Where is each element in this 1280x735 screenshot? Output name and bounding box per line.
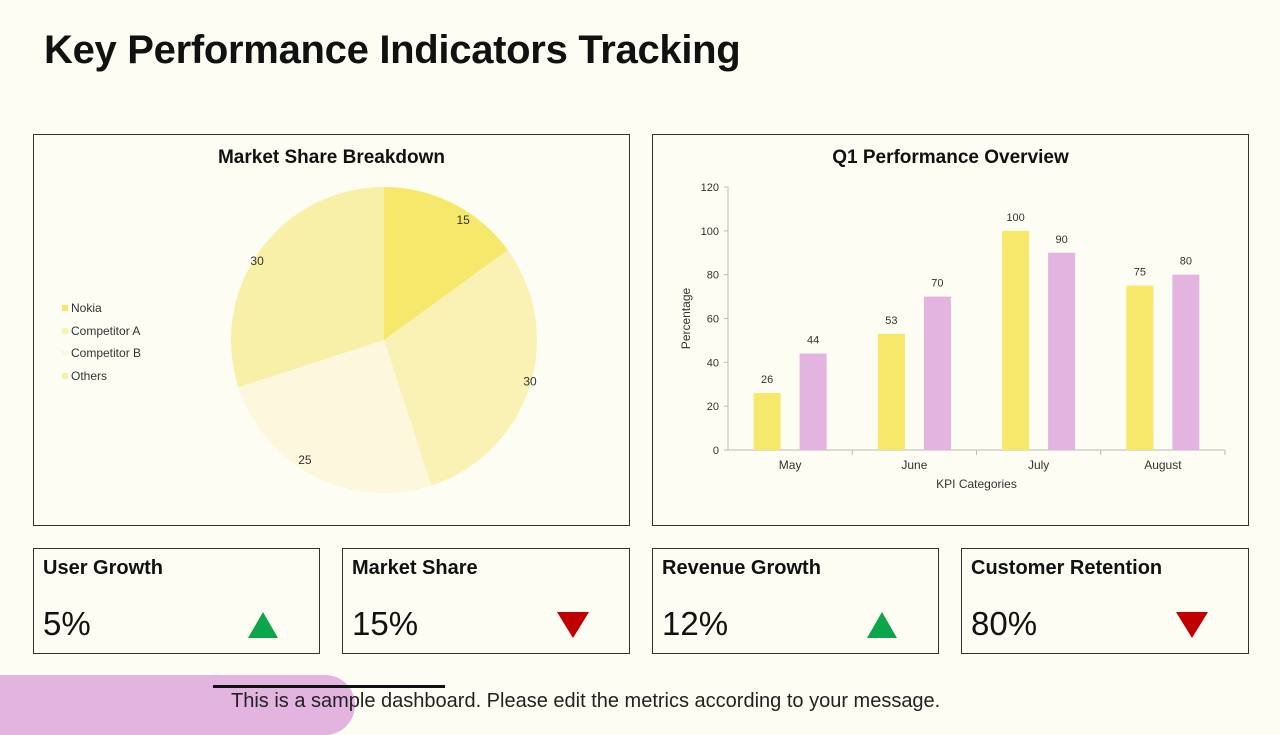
pie-chart-title: Market Share Breakdown	[217, 147, 446, 168]
footer-divider	[213, 685, 445, 688]
bar	[1002, 230, 1030, 450]
kpi-card-revenue-growth: Revenue Growth 12%	[652, 548, 939, 654]
kpi-card-customer-retention: Customer Retention 80%	[961, 548, 1249, 654]
legend-item: Competitor B	[62, 342, 141, 365]
trend-up-icon	[248, 612, 278, 638]
pie-data-label: 15	[456, 213, 470, 227]
pie-data-label: 30	[523, 375, 537, 389]
bar-data-label: 75	[1134, 267, 1146, 279]
kpi-label: Market Share	[352, 557, 478, 579]
y-tick-label: 100	[701, 226, 719, 238]
bar	[1048, 252, 1076, 450]
kpi-value: 15%	[352, 605, 419, 642]
pie-chart: 15 30 25 30	[231, 187, 537, 493]
bar-data-label: 80	[1180, 256, 1192, 268]
x-tick-label: August	[1144, 458, 1182, 472]
legend-item: Others	[62, 365, 141, 388]
legend-swatch	[62, 350, 68, 357]
legend-label: Competitor A	[71, 323, 141, 338]
x-axis-label: KPI Categories	[936, 477, 1017, 491]
kpi-value: 5%	[43, 605, 91, 642]
x-tick-label: May	[779, 458, 802, 472]
trend-up-icon	[867, 612, 897, 638]
pie-slice	[238, 340, 432, 493]
legend-swatch	[62, 327, 68, 334]
bar-data-label: 90	[1056, 234, 1068, 246]
legend-swatch	[62, 305, 68, 312]
bar-data-label: 44	[807, 335, 819, 347]
legend-label: Nokia	[71, 301, 102, 316]
legend-label: Competitor B	[71, 346, 142, 361]
bar-chart-title: Q1 Performance Overview	[832, 147, 1069, 168]
kpi-value: 12%	[662, 605, 729, 642]
y-tick-label: 60	[707, 314, 719, 326]
kpi-label: Revenue Growth	[662, 557, 821, 579]
bar	[799, 353, 827, 450]
bar	[877, 333, 905, 450]
y-tick-label: 20	[707, 401, 719, 413]
legend-item: Nokia	[62, 297, 141, 320]
trend-down-icon	[557, 612, 589, 638]
kpi-label: User Growth	[43, 557, 164, 579]
bar	[753, 393, 781, 450]
pie-data-label: 30	[250, 254, 264, 268]
bar	[923, 296, 951, 450]
kpi-card-user-growth: User Growth 5%	[33, 548, 320, 654]
y-axis-label: Percentage	[679, 287, 693, 349]
bar-data-label: 53	[885, 315, 897, 327]
y-tick-label: 120	[701, 182, 719, 194]
pie-slice	[384, 187, 508, 340]
pie-slice	[231, 187, 384, 388]
bar-data-label: 100	[1006, 212, 1024, 224]
y-tick-label: 80	[707, 270, 719, 282]
kpi-label: Customer Retention	[971, 557, 1163, 579]
market-share-panel: Market Share Breakdown 15 30 25 30 Nokia Co…	[33, 134, 630, 526]
bar-chart: 0 20 40 60 80 100 120 May 26 44 June 53 70 July 100 90 A…	[679, 182, 1226, 491]
pie-legend: Nokia Competitor A Competitor B Others	[62, 297, 141, 387]
bar	[1172, 274, 1200, 450]
bar-data-label: 70	[931, 278, 943, 290]
x-tick-label: July	[1028, 458, 1049, 472]
kpi-card-market-share: Market Share 15%	[342, 548, 630, 654]
pie-slice	[384, 250, 537, 486]
bar	[1126, 285, 1154, 450]
bar-data-label: 26	[761, 374, 773, 386]
q1-performance-panel: Q1 Performance Overview 0 20 40 60 80 100 120 M…	[652, 134, 1249, 526]
legend-label: Others	[71, 368, 108, 383]
legend-swatch	[62, 372, 68, 379]
footer-note: This is a sample dashboard. Please edit …	[231, 690, 941, 712]
x-tick-label: June	[901, 458, 927, 472]
y-tick-label: 40	[707, 357, 719, 369]
page-title: Key Performance Indicators Tracking	[44, 28, 741, 72]
y-tick-label: 0	[713, 445, 719, 457]
kpi-value: 80%	[971, 605, 1038, 642]
pie-data-label: 25	[298, 453, 312, 467]
legend-item: Competitor A	[62, 320, 141, 343]
trend-down-icon	[1176, 612, 1208, 638]
